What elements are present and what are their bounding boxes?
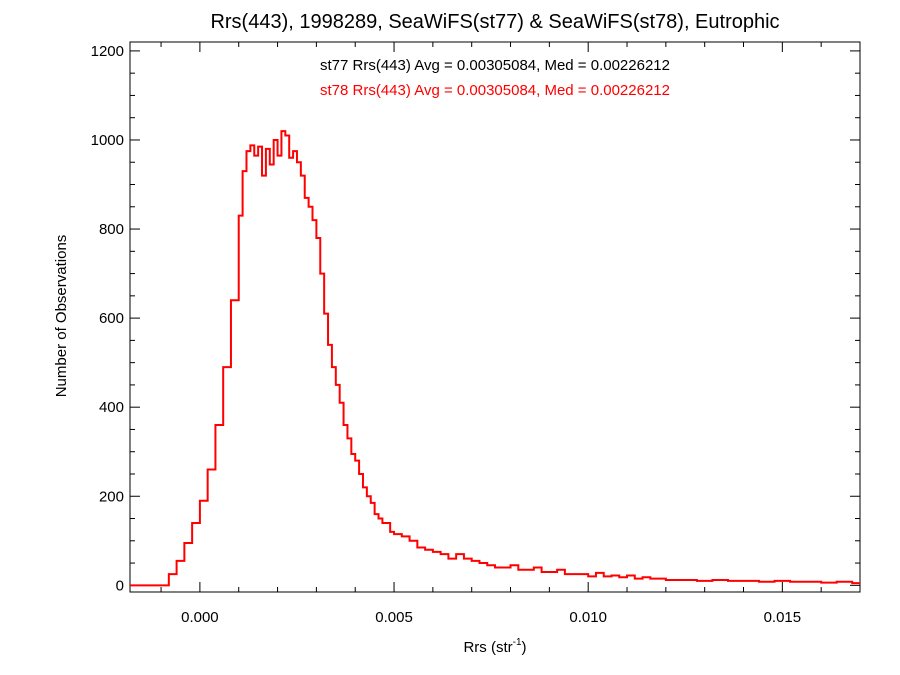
histogram-series-line — [130, 130, 860, 587]
annotation-st78: st78 Rrs(443) Avg = 0.00305084, Med = 0.… — [320, 82, 670, 99]
x-tick-label: 0.015 — [764, 609, 802, 626]
y-tick-label: 1000 — [91, 132, 124, 149]
annotation-st77: st77 Rrs(443) Avg = 0.00305084, Med = 0.… — [320, 57, 670, 74]
y-tick-label: 800 — [99, 221, 124, 238]
y-tick-label: 600 — [99, 310, 124, 327]
x-axis: 0.000 0.005 0.010 0.015 — [160, 42, 861, 626]
y-tick-label: 200 — [99, 488, 124, 505]
y-tick-label: 0 — [116, 577, 124, 594]
plot-border — [129, 41, 861, 593]
x-tick-label: 0.010 — [569, 609, 607, 626]
x-tick-label: 0.005 — [375, 609, 413, 626]
plot-frame — [129, 41, 861, 593]
x-tick-label: 0.000 — [181, 609, 219, 626]
y-tick-label: 1200 — [91, 43, 124, 60]
y-tick-label: 400 — [99, 399, 124, 416]
series-layer — [130, 130, 860, 587]
chart-title: Rrs(443), 1998289, SeaWiFS(st77) & SeaWi… — [210, 11, 779, 33]
y-axis-label: Number of Observations — [53, 235, 70, 398]
y-axis: 0 200 400 600 800 1000 1200 — [91, 43, 860, 594]
x-axis-label: Rrs (str-1) — [463, 637, 526, 656]
